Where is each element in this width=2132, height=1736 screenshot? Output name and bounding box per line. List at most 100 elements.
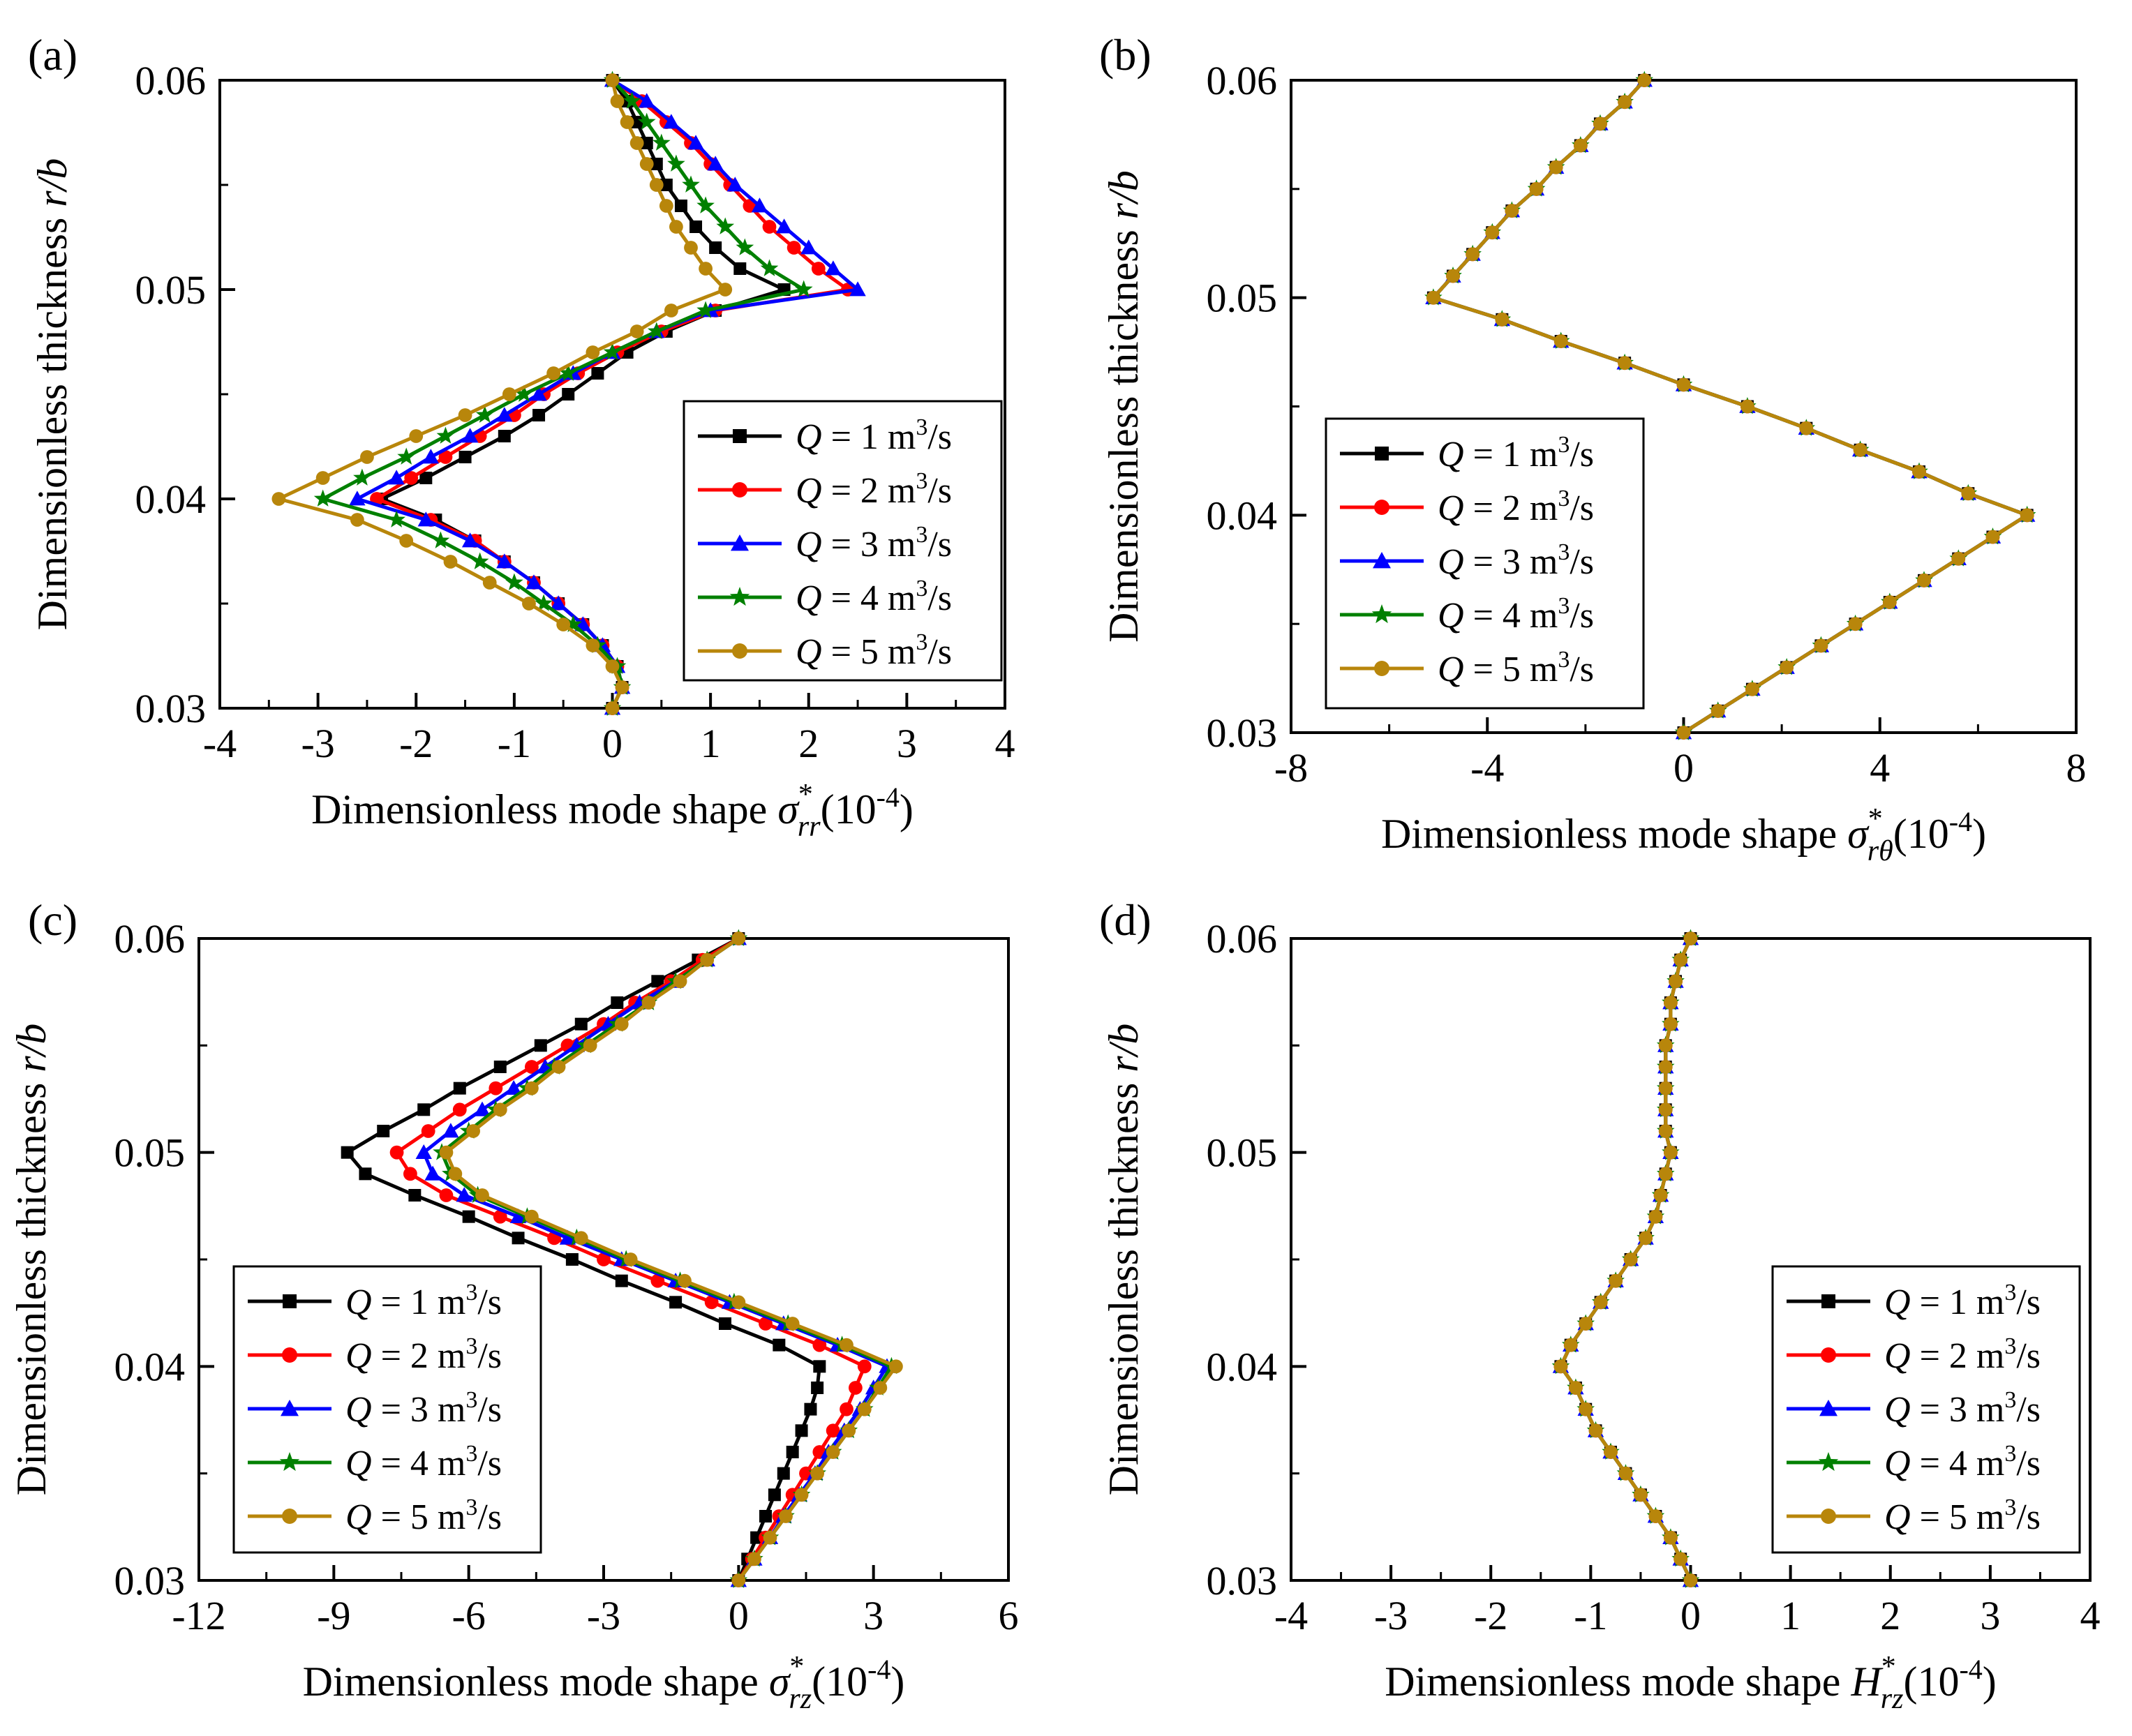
data-point [524, 1209, 539, 1224]
x-tick-label: 4 [1870, 745, 1890, 791]
panel-a: (a) -4 -3 -2 -1 0 1 2 3 4 0.03 0.04 0.05 0.06 Dimensio… [28, 30, 1015, 843]
data-point [709, 241, 722, 254]
data-point [1740, 399, 1754, 414]
data-point [731, 1295, 746, 1310]
data-point [637, 112, 656, 130]
data-point [388, 470, 405, 485]
y-tick-label: 0.04 [1207, 1344, 1278, 1389]
data-point [419, 472, 433, 484]
data-point [1569, 1381, 1583, 1395]
y-tick-label: 0.03 [1207, 710, 1278, 756]
data-point [458, 408, 472, 422]
data-point [840, 1338, 853, 1352]
panel-label: (c) [28, 895, 77, 945]
data-point [1658, 1038, 1673, 1053]
legend-marker [733, 429, 747, 443]
data-point [620, 115, 634, 129]
legend-label: Q = 5 m3/s [796, 629, 952, 672]
data-point [684, 241, 698, 255]
data-point [399, 534, 414, 548]
data-point [673, 974, 687, 989]
legend: Q = 1 m3/s Q = 2 m3/s Q = 3 m3/s Q = 4 m3/s… [683, 400, 1003, 682]
data-point [605, 73, 620, 87]
data-point [726, 177, 743, 192]
data-point [779, 1509, 793, 1523]
data-point [826, 1423, 840, 1438]
x-tick-label: -3 [587, 1593, 620, 1638]
legend-label: Q = 3 m3/s [796, 522, 952, 564]
data-point [800, 239, 817, 255]
data-point [1917, 573, 1931, 588]
data-point [1745, 682, 1759, 696]
data-point [804, 1402, 817, 1416]
x-tick-label: -2 [1474, 1593, 1507, 1638]
data-point [667, 154, 685, 172]
x-tick-label: -1 [1574, 1593, 1607, 1638]
x-tick-label: -6 [452, 1593, 486, 1638]
x-axis-title: Dimensionless mode shape σ* rr(10-4) [311, 779, 914, 843]
y-tick-label: 0.06 [1207, 916, 1278, 961]
data-point [888, 1359, 903, 1374]
data-point [475, 1188, 489, 1202]
data-point [785, 1317, 800, 1331]
data-point [586, 345, 600, 359]
data-point [623, 91, 641, 109]
data-point [550, 595, 567, 611]
data-point [498, 430, 511, 442]
legend-label: Q = 4 m3/s [1884, 1441, 2041, 1483]
data-point [315, 471, 330, 485]
data-point [759, 1510, 772, 1522]
legend-label: Q = 2 m3/s [1884, 1333, 2041, 1376]
data-point [611, 996, 624, 1009]
data-point [650, 1273, 665, 1288]
legend-marker [283, 1294, 297, 1308]
series-q3 [349, 72, 866, 715]
data-point [842, 1423, 856, 1438]
data-point [736, 238, 754, 255]
data-point [546, 366, 561, 380]
legend-label: Q = 1 m3/s [1438, 432, 1594, 474]
x-tick-label: 3 [863, 1593, 884, 1638]
data-point [1634, 1488, 1648, 1502]
data-point [707, 156, 724, 171]
data-point [271, 492, 286, 506]
data-point [1648, 1509, 1663, 1523]
data-point [417, 511, 435, 527]
data-point [417, 1103, 431, 1116]
data-point [489, 1081, 503, 1095]
legend-label: Q = 2 m3/s [796, 468, 952, 511]
data-point [583, 1038, 597, 1053]
data-point [641, 996, 656, 1010]
data-point [359, 1167, 372, 1181]
x-tick-label: 6 [999, 1593, 1019, 1638]
data-point [1563, 1338, 1578, 1352]
data-point [651, 975, 664, 988]
data-point [1673, 952, 1688, 967]
y-tick-label: 0.06 [114, 916, 186, 961]
data-point [1426, 290, 1440, 305]
x-tick-label: 3 [897, 721, 917, 766]
x-tick-label: -8 [1274, 745, 1308, 791]
x-axis-title: Dimensionless mode shape H* rz(10-4) [1385, 1651, 1997, 1715]
data-point [674, 200, 687, 212]
data-point [530, 386, 547, 401]
legend-marker [1818, 1452, 1839, 1472]
data-point [535, 594, 553, 611]
data-point [470, 552, 489, 569]
data-point [421, 1124, 435, 1138]
legend-marker [729, 587, 750, 606]
data-point [1799, 421, 1814, 435]
data-point [1505, 204, 1519, 218]
data-point [1579, 1402, 1593, 1416]
data-point [2020, 508, 2034, 523]
y-tick-label: 0.05 [114, 1130, 186, 1176]
legend-marker [282, 1509, 297, 1524]
data-point [760, 259, 779, 276]
data-point [777, 1467, 790, 1480]
x-tick-label: -3 [1374, 1593, 1408, 1638]
data-point [1446, 269, 1460, 283]
data-point [794, 280, 813, 297]
data-point [524, 1060, 539, 1074]
x-tick-label: -4 [203, 721, 237, 766]
